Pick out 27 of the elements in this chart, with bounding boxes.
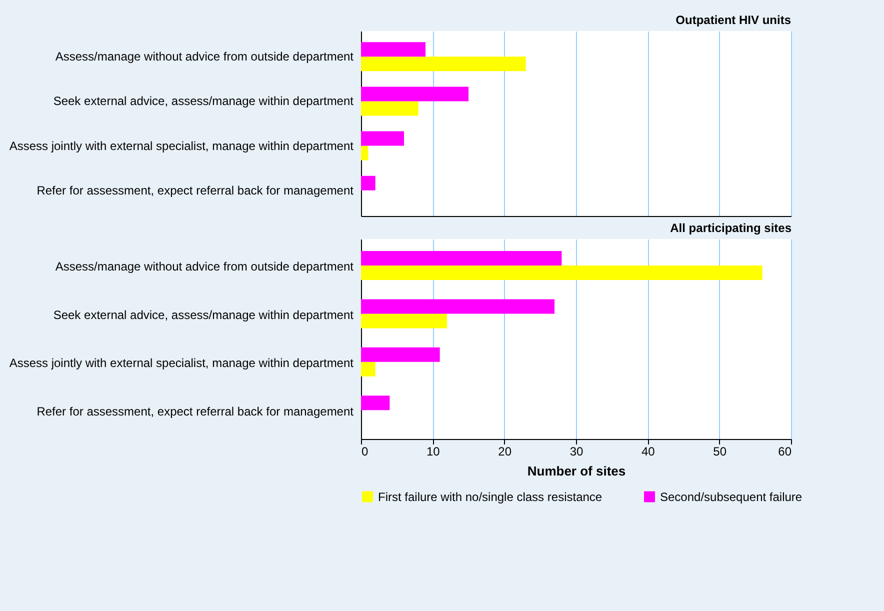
y-tick-label: Assess jointly with external specialist, manage within department: [9, 356, 354, 370]
bar: [361, 176, 376, 190]
x-axis-title: Number of sites: [527, 464, 626, 478]
x-tick-label: 60: [778, 444, 792, 458]
x-tick-label: 50: [713, 444, 727, 458]
bar: [361, 56, 526, 72]
x-tick-label: 10: [426, 444, 440, 458]
x-tick-label: 20: [498, 444, 512, 458]
y-tick-label: Assess/manage without advice from outside department: [55, 50, 354, 64]
chart-title: Outpatient HIV units: [676, 13, 792, 27]
legend-label: Second/subsequent failure: [660, 490, 802, 504]
y-tick-label: Assess/manage without advice from outside department: [55, 260, 354, 274]
legend-label: First failure with no/single class resistance: [378, 490, 602, 504]
bar: [361, 101, 418, 116]
x-tick-label: 40: [641, 444, 656, 458]
y-tick-label: Seek external advice, assess/manage within department: [53, 308, 354, 322]
y-tick-label: Refer for assessment, expect referral back for management: [36, 183, 354, 198]
bar: [361, 42, 426, 57]
x-tick-label: 0: [362, 444, 368, 458]
x-tick-label: 30: [570, 444, 584, 458]
y-tick-label: Refer for assessment, expect referral back for management: [36, 404, 354, 418]
y-tick-label: Seek external advice, assess/manage within department: [53, 94, 354, 108]
chart-title: All participating sites: [670, 221, 792, 235]
bar: [361, 86, 468, 102]
bar: [361, 131, 404, 146]
bar: [361, 146, 368, 160]
y-tick-label: Assess jointly with external specialist, manage within department: [9, 138, 354, 153]
